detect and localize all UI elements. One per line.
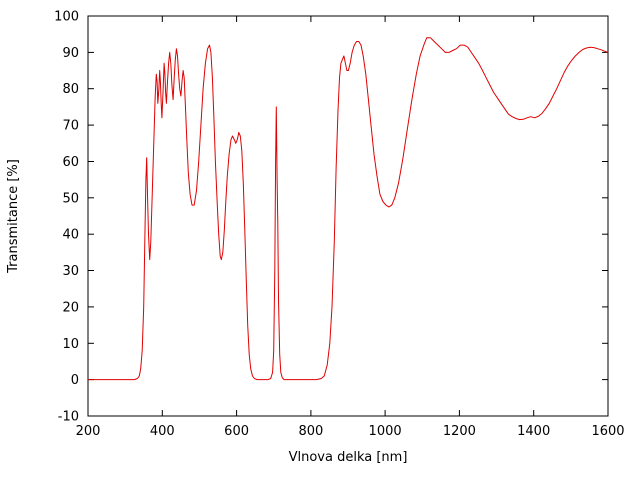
y-tick-label: 100: [54, 10, 79, 25]
x-tick-label: 1600: [591, 424, 624, 439]
y-axis-label: Transmitance [%]: [6, 159, 21, 274]
y-tick-label: 40: [62, 228, 79, 243]
y-tick-label: 50: [62, 191, 79, 206]
x-tick-label: 800: [298, 424, 323, 439]
x-tick-label: 400: [150, 424, 175, 439]
data-line: [88, 37, 609, 381]
y-tick-label: 70: [62, 119, 79, 134]
x-tick-label: 200: [76, 424, 101, 439]
chart-plot-area: 200 400 600 800 1000 1200 1400 1600 -10 0 10 20 30 40…: [54, 10, 624, 440]
x-tick-label: 1400: [517, 424, 550, 439]
y-tick-label: 80: [62, 82, 79, 97]
x-tick-label: 1200: [443, 424, 476, 439]
y-tick-label: 60: [62, 155, 79, 170]
y-tick-label: 10: [62, 337, 79, 352]
y-tick-label: 0: [71, 373, 79, 388]
y-tick-label: -10: [58, 410, 79, 425]
x-tick-label: 1000: [369, 424, 402, 439]
y-tick-label: 20: [62, 300, 79, 315]
y-tick-label: 90: [62, 46, 79, 61]
x-axis-label: Vlnova delka [nm]: [289, 450, 408, 465]
x-tick-label: 600: [224, 424, 249, 439]
y-tick-label: 30: [62, 264, 79, 279]
